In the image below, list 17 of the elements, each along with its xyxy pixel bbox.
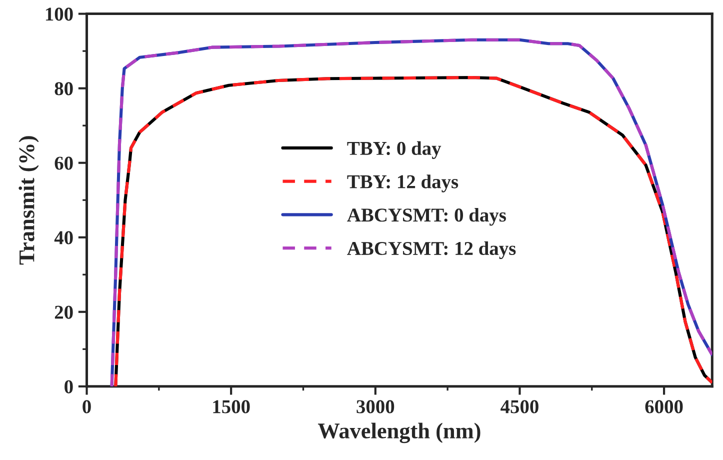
legend-label: ABCYSMT: 12 days [347, 241, 516, 260]
y-tick-label: 100 [46, 8, 73, 21]
x-tick-label: 0 [82, 400, 91, 414]
y-tick-label: 40 [54, 231, 73, 244]
x-tick-label: 1500 [213, 400, 250, 414]
y-tick-label: 20 [54, 306, 73, 319]
y-axis-title: Transmit (%) [18, 136, 39, 265]
x-tick-label: 6000 [645, 400, 683, 414]
x-tick-label: 3000 [356, 400, 394, 414]
legend-label: TBY: 0 day [347, 141, 442, 159]
y-tick-label: 80 [54, 82, 73, 96]
legend-label: ABCYSMT: 0 days [347, 208, 506, 226]
legend-label: TBY: 12 days [347, 174, 458, 192]
x-axis-title: Wavelength (nm) [318, 422, 480, 444]
y-tick-label: 0 [64, 380, 73, 394]
x-tick-label: 4500 [500, 400, 538, 414]
y-tick-label: 60 [54, 156, 73, 170]
